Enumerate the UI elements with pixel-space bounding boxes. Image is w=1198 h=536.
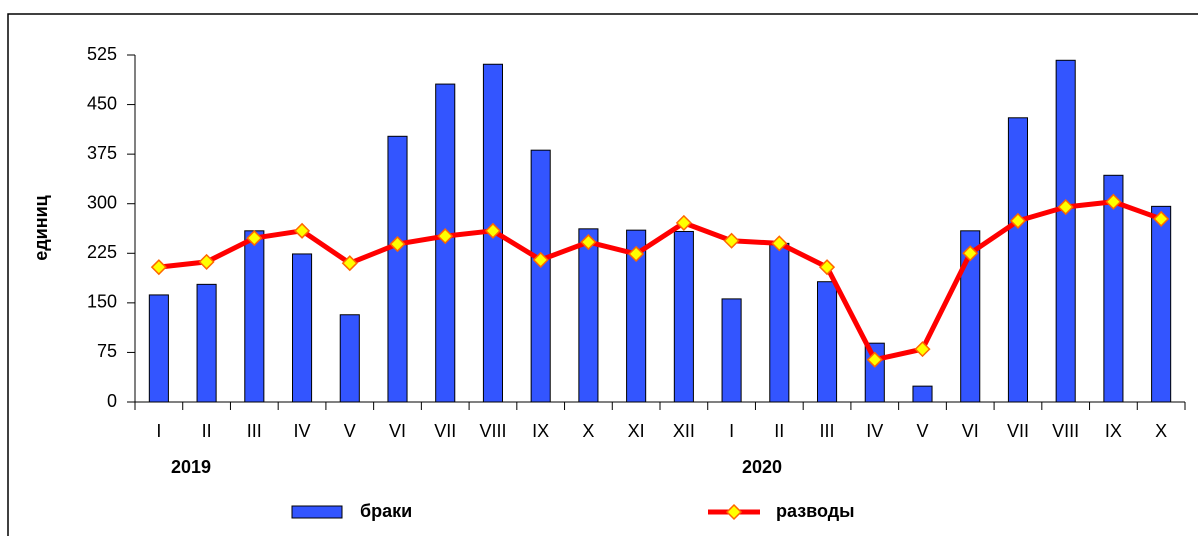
marker <box>532 251 549 268</box>
marker <box>914 341 931 358</box>
marker <box>1057 198 1074 216</box>
x-tick-label: II <box>202 421 212 441</box>
y-tick-label: 450 <box>87 93 117 113</box>
y-tick-label: 75 <box>97 341 117 361</box>
marker <box>723 232 740 249</box>
bar <box>196 283 217 403</box>
x-tick-label: III <box>247 421 262 441</box>
x-tick-label: XI <box>628 421 645 441</box>
y-axis-label: единиц <box>31 195 51 261</box>
y-tick-label: 375 <box>87 143 117 163</box>
x-tick-label: VII <box>1007 421 1029 441</box>
marker <box>866 351 883 368</box>
marker <box>675 214 692 231</box>
x-tick-label: IV <box>294 421 311 441</box>
x-tick-label: X <box>1155 421 1167 441</box>
legend-label: браки <box>360 501 412 521</box>
bar <box>292 253 313 403</box>
marker <box>771 235 788 252</box>
marker <box>580 233 597 251</box>
x-tick-label: VIII <box>1052 421 1079 441</box>
x-tick-label: XII <box>673 421 695 441</box>
y-tick-label: 225 <box>87 242 117 262</box>
bar <box>1055 59 1076 403</box>
year-label: 2020 <box>742 457 782 477</box>
x-tick-label: II <box>774 421 784 441</box>
chart-frame <box>7 13 1198 536</box>
marker <box>962 245 979 262</box>
bar <box>817 281 838 403</box>
marker <box>628 245 645 263</box>
marker <box>484 222 502 239</box>
x-tick-label: I <box>156 421 161 441</box>
x-tick-label: X <box>582 421 594 441</box>
bar <box>1007 117 1029 403</box>
x-tick-label: I <box>729 421 734 441</box>
legend-label: разводы <box>776 501 855 521</box>
marker <box>341 255 358 272</box>
bar <box>244 230 265 403</box>
marker <box>293 222 311 239</box>
legend-marker <box>725 503 743 521</box>
x-tick-label: VII <box>434 421 456 441</box>
x-tick-label: VI <box>389 421 406 441</box>
bar <box>673 230 694 403</box>
x-tick-label: IV <box>866 421 883 441</box>
marker <box>198 253 215 270</box>
bar <box>387 135 408 403</box>
x-tick-label: III <box>820 421 835 441</box>
bar <box>578 228 599 403</box>
x-tick-label: IX <box>532 421 549 441</box>
marker <box>389 235 406 253</box>
marker <box>1105 193 1122 210</box>
marker <box>150 259 167 276</box>
x-tick-label: IX <box>1105 421 1122 441</box>
y-tick-label: 0 <box>107 391 117 411</box>
marker <box>818 259 836 276</box>
y-tick-label: 525 <box>87 44 117 64</box>
bar <box>148 294 169 403</box>
bar <box>769 242 790 403</box>
bar <box>530 149 551 403</box>
marker <box>246 230 263 247</box>
marker <box>437 228 454 245</box>
x-tick-label: VI <box>962 421 979 441</box>
marker <box>1153 210 1170 227</box>
year-label: 2019 <box>171 457 211 477</box>
x-tick-label: VIII <box>479 421 506 441</box>
x-tick-label: V <box>916 421 928 441</box>
bar <box>912 385 933 403</box>
bar <box>339 314 360 403</box>
x-tick-label: V <box>344 421 356 441</box>
y-tick-label: 300 <box>87 192 117 212</box>
bar <box>1151 205 1172 403</box>
legend-swatch <box>291 505 343 519</box>
marker <box>1009 212 1027 229</box>
line <box>158 199 1162 363</box>
bar <box>721 298 742 403</box>
y-tick-label: 150 <box>87 292 117 312</box>
